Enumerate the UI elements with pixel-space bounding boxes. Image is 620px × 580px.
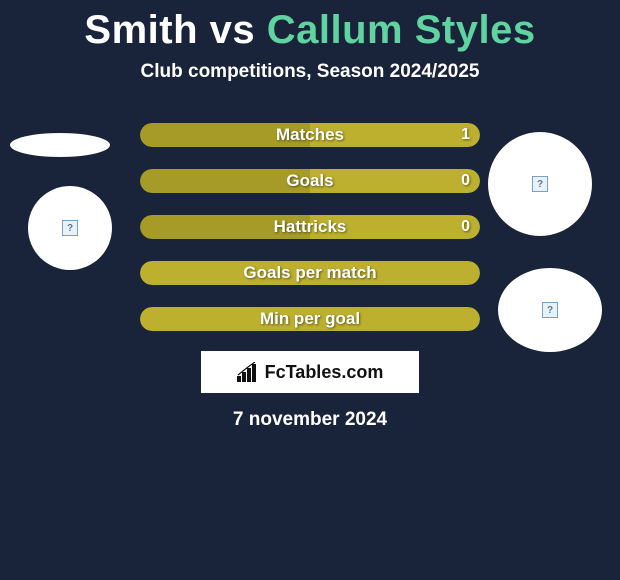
placeholder-icon: ? <box>62 220 78 236</box>
circle-left: ? <box>28 186 112 270</box>
brand-box: FcTables.com <box>201 351 419 393</box>
stat-label: Min per goal <box>260 309 360 329</box>
date-label: 7 november 2024 <box>0 409 620 431</box>
bar-fill-right <box>310 169 480 193</box>
player2-name: Callum Styles <box>267 8 536 52</box>
stat-row: 0 Hattricks <box>140 215 480 239</box>
stat-label: Hattricks <box>274 217 347 237</box>
stat-label: Goals <box>286 171 333 191</box>
placeholder-icon: ? <box>542 302 558 318</box>
stat-row: 1 Matches <box>140 123 480 147</box>
circle-right-bottom: ? <box>498 268 602 352</box>
brand-text: FcTables.com <box>265 362 384 383</box>
stat-label: Goals per match <box>243 263 376 283</box>
stat-value-right: 1 <box>461 126 470 144</box>
stat-label: Matches <box>276 125 344 145</box>
stat-value-right: 0 <box>461 172 470 190</box>
stat-row: Goals per match <box>140 261 480 285</box>
subtitle: Club competitions, Season 2024/2025 <box>0 61 620 83</box>
circle-right-top: ? <box>488 132 592 236</box>
placeholder-icon: ? <box>532 176 548 192</box>
ellipse-top-left <box>10 133 110 157</box>
player1-name: Smith <box>84 8 198 52</box>
stat-row: Min per goal <box>140 307 480 331</box>
brand-bars-icon <box>237 362 261 382</box>
stat-value-right: 0 <box>461 218 470 236</box>
bar-fill-left <box>140 169 310 193</box>
comparison-title: Smith vs Callum Styles <box>0 8 620 53</box>
vs-label: vs <box>210 8 256 52</box>
stat-row: 0 Goals <box>140 169 480 193</box>
